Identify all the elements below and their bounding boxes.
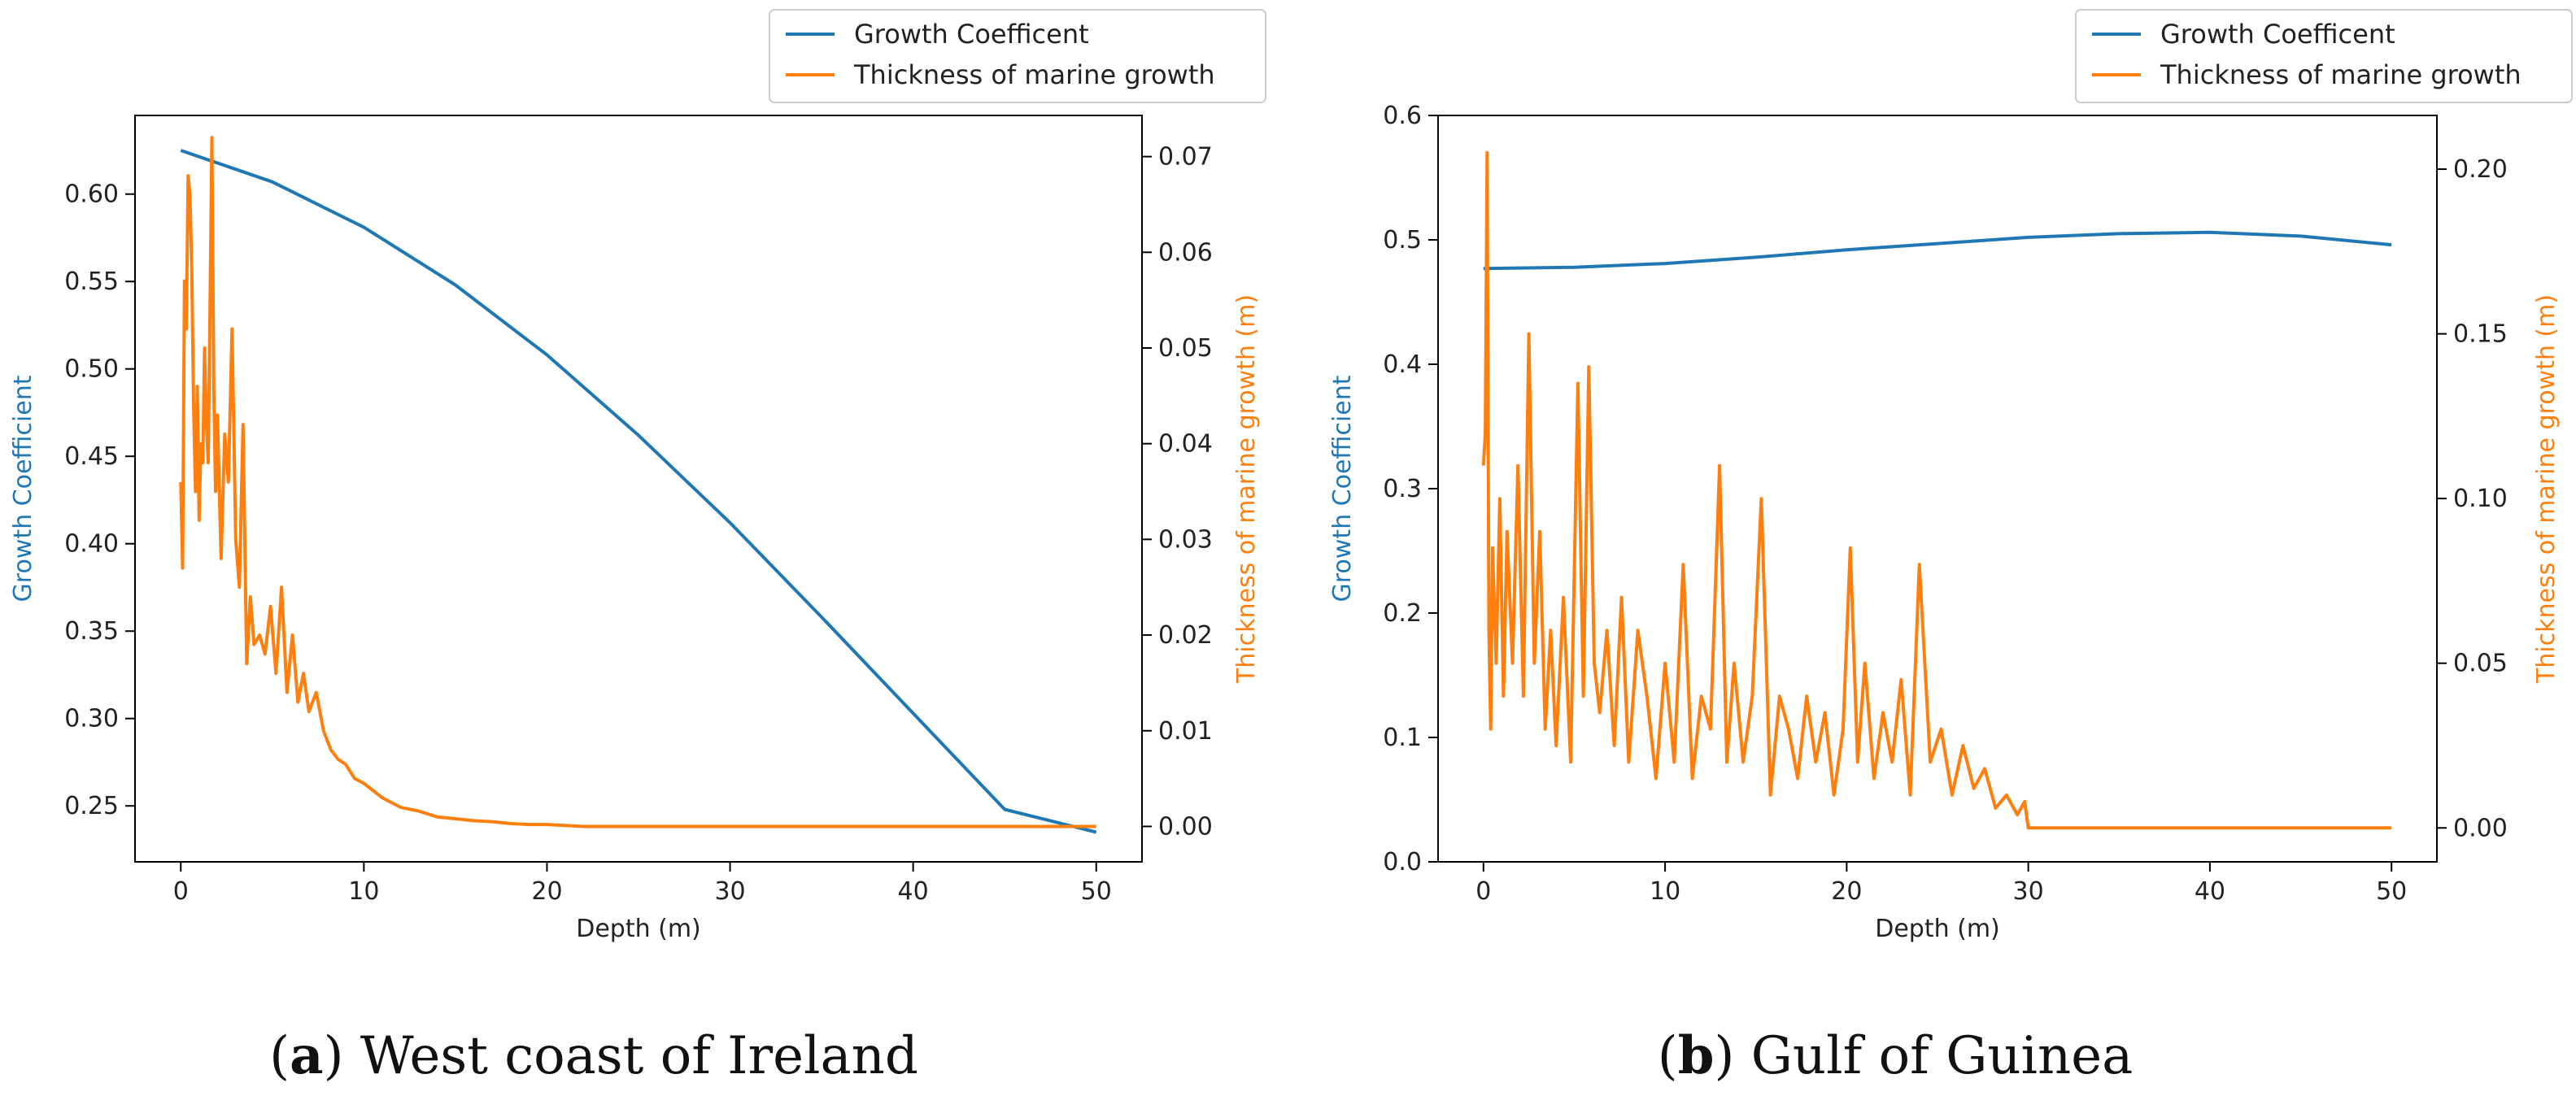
x-tick-label: 20	[1831, 877, 1862, 906]
panel-b-ticks: 0 10 20 30 40 50 0.0 0.1 0.2 0.3 0.4 0.5 0.6 0.00 0.05…	[1383, 102, 2508, 906]
panel-b-legend: Growth Coefficent Thickness of marine gr…	[2075, 9, 2573, 103]
x-tick-label: 30	[2013, 877, 2044, 906]
panel-b-plot-lines	[1481, 150, 2392, 830]
growth-coefficient-line	[180, 149, 1097, 834]
panel-a-x-axis-label: Depth (m)	[576, 915, 701, 943]
y-left-tick-label: 0.55	[64, 267, 119, 296]
panel-a-caption-letter: a	[290, 1025, 323, 1086]
y-right-tick-label: 0.00	[2453, 814, 2508, 842]
panel-a-legend-box	[769, 9, 1266, 103]
panel-a: 0 10 20 30 40 50 0.25 0.30 0.35 0.40 0.45 0.50 0.55 0…	[9, 9, 1266, 1086]
panel-b-legend-thick-label: Thickness of marine growth	[2160, 59, 2522, 90]
x-tick-label: 50	[1081, 877, 1112, 906]
x-tick-label: 0	[1475, 877, 1491, 906]
y-right-tick-label: 0.20	[2453, 155, 2508, 184]
y-right-tick-label: 0.05	[1158, 334, 1213, 363]
y-right-tick-label: 0.10	[2453, 485, 2508, 513]
panel-a-ticks: 0 10 20 30 40 50 0.25 0.30 0.35 0.40 0.45 0.50 0.55 0…	[64, 143, 1213, 906]
x-tick-label: 10	[1650, 877, 1680, 906]
y-left-tick-label: 0.40	[64, 530, 119, 559]
x-tick-label: 20	[531, 877, 562, 906]
y-right-tick-label: 0.02	[1158, 621, 1213, 650]
growth-coefficient-line	[1483, 230, 2392, 271]
y-right-tick-label: 0.06	[1158, 238, 1213, 267]
panel-b: 0 10 20 30 40 50 0.0 0.1 0.2 0.3 0.4 0.5 0.6 0.00 0.05…	[1328, 9, 2573, 1086]
y-left-tick-label: 0.35	[64, 617, 119, 646]
y-left-tick-label: 0.3	[1383, 475, 1422, 503]
y-right-tick-label: 0.00	[1158, 812, 1213, 841]
panel-b-legend-coef-label: Growth Coefficent	[2160, 19, 2395, 50]
panel-a-legend-thick-label: Thickness of marine growth	[853, 59, 1215, 90]
panel-b-x-axis-label: Depth (m)	[1875, 915, 2000, 943]
x-tick-label: 40	[898, 877, 929, 906]
x-tick-label: 40	[2195, 877, 2225, 906]
panel-a-caption: (a) West coast of Ireland	[269, 1025, 918, 1086]
panel-a-legend-coef-label: Growth Coefficent	[854, 19, 1089, 50]
panel-a-y-axis-left-label: Growth Coefficient	[9, 375, 37, 602]
y-left-tick-label: 0.60	[64, 180, 119, 209]
y-left-tick-label: 0.25	[64, 792, 119, 820]
y-left-tick-label: 0.0	[1383, 848, 1422, 876]
y-left-tick-label: 0.50	[64, 355, 119, 384]
x-tick-label: 10	[348, 877, 379, 906]
panel-a-legend: Growth Coefficent Thickness of marine gr…	[769, 9, 1266, 103]
y-right-tick-label: 0.15	[2453, 320, 2508, 349]
panel-a-plot-lines	[179, 136, 1097, 834]
panel-b-caption: (b) Gulf of Guinea	[1658, 1025, 2134, 1086]
y-right-tick-label: 0.07	[1158, 143, 1213, 172]
y-right-tick-label: 0.03	[1158, 525, 1213, 554]
y-right-tick-label: 0.05	[2453, 650, 2508, 678]
thickness-line	[179, 136, 1096, 829]
panel-a-y-axis-right-label: Thickness of marine growth (m)	[1232, 294, 1261, 684]
panel-a-plot-frame	[134, 115, 1143, 863]
y-right-tick-label: 0.04	[1158, 430, 1213, 459]
panel-b-caption-text: Gulf of Guinea	[1751, 1026, 2133, 1086]
panel-b-y-axis-left-label: Growth Coefficient	[1328, 375, 1357, 602]
thickness-line	[1481, 150, 2392, 830]
panel-b-legend-box	[2075, 9, 2573, 103]
y-right-tick-label: 0.01	[1158, 717, 1213, 746]
y-left-tick-label: 0.2	[1383, 599, 1422, 628]
y-left-tick-label: 0.6	[1383, 102, 1422, 130]
y-left-tick-label: 0.4	[1383, 350, 1422, 379]
panel-b-y-axis-right-label: Thickness of marine growth (m)	[2532, 294, 2561, 684]
panel-a-caption-text: West coast of Ireland	[360, 1026, 918, 1086]
x-tick-label: 0	[173, 877, 189, 906]
x-tick-label: 30	[714, 877, 745, 906]
y-left-tick-label: 0.5	[1383, 226, 1422, 254]
y-left-tick-label: 0.30	[64, 705, 119, 733]
panel-b-caption-letter: b	[1678, 1025, 1715, 1086]
y-left-tick-label: 0.1	[1383, 724, 1422, 752]
x-tick-label: 50	[2376, 877, 2407, 906]
y-left-tick-label: 0.45	[64, 442, 119, 471]
